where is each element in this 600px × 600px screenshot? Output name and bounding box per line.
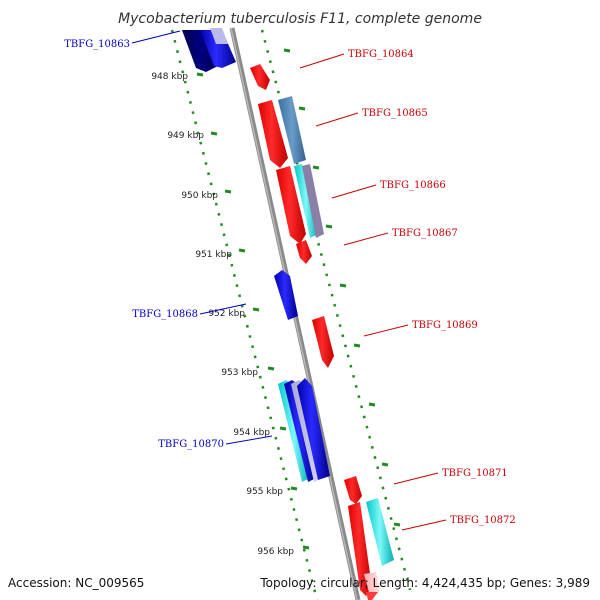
gene-label-tbfg-10868[interactable]: TBFG_10868 — [132, 309, 198, 320]
outer-tick-9 — [393, 522, 401, 527]
outer-tick-4 — [325, 224, 333, 229]
gene-label-tbfg-10872[interactable]: TBFG_10872 — [450, 515, 516, 526]
gene-label-tbfg-10867[interactable]: TBFG_10867 — [392, 228, 458, 239]
scale-label: 955 kbp — [246, 487, 283, 497]
scale-label: 954 kbp — [233, 428, 270, 438]
tick-949 — [210, 131, 218, 136]
tick-955 — [290, 486, 298, 491]
leader-tbfg-10871 — [393, 472, 439, 485]
scale-label: 953 kbp — [221, 368, 258, 378]
scale-label: 952 kbp — [208, 309, 245, 319]
gene-tbfg-10863-b[interactable] — [200, 30, 236, 68]
gene-label-tbfg-10864[interactable]: TBFG_10864 — [348, 49, 414, 60]
scale-label: 951 kbp — [195, 250, 232, 260]
gene-tbfg-10866-a[interactable] — [276, 166, 306, 244]
accession-text: Accession: NC_009565 — [8, 576, 144, 590]
scale-tick-marks — [196, 48, 401, 550]
gene-label-tbfg-10869[interactable]: TBFG_10869 — [412, 320, 478, 331]
leader-tbfg-10864 — [299, 53, 345, 69]
tick-948 — [196, 72, 204, 77]
gene-tbfg-10867[interactable] — [296, 240, 312, 264]
leader-tbfg-10869 — [363, 324, 409, 337]
scale-label: 950 kbp — [181, 191, 218, 201]
gene-tbfg-10870-d[interactable] — [297, 378, 330, 480]
outer-tick-8 — [381, 462, 389, 467]
scale-label: 949 kbp — [167, 131, 204, 141]
gene-label-tbfg-10866[interactable]: TBFG_10866 — [380, 180, 446, 191]
gene-label-tbfg-10870[interactable]: TBFG_10870 — [158, 439, 224, 450]
tick-956 — [302, 545, 310, 550]
gene-tbfg-10865-b[interactable] — [278, 96, 306, 164]
leader-tbfg-10867 — [343, 232, 389, 246]
gene-bottom-fragment[interactable] — [366, 592, 378, 600]
leader-tbfg-10872 — [401, 519, 447, 531]
leader-tbfg-10870 — [225, 435, 273, 445]
outer-tick-3 — [312, 165, 320, 170]
gene-tbfg-10866-c[interactable] — [302, 164, 324, 238]
leader-tbfg-10865 — [315, 112, 359, 127]
leader-tbfg-10866 — [331, 184, 377, 199]
gene-tbfg-10865-a[interactable] — [258, 100, 288, 168]
scale-label: 948 kbp — [151, 72, 188, 82]
gene-label-tbfg-10871[interactable]: TBFG_10871 — [442, 468, 508, 479]
outer-tick-7 — [368, 402, 376, 407]
tick-952 — [252, 307, 260, 312]
gene-tbfg-10869[interactable] — [312, 316, 334, 368]
outer-tick-1 — [283, 48, 291, 53]
gene-tbfg-10868[interactable] — [274, 270, 298, 320]
outer-tick-5 — [339, 283, 347, 288]
tick-951 — [238, 248, 246, 253]
tick-953 — [267, 366, 275, 371]
genome-summary-text: Topology: circular; Length: 4,424,435 bp… — [259, 576, 590, 590]
forward-strand-genes — [250, 64, 394, 600]
outer-tick-6 — [353, 343, 361, 348]
gene-tbfg-10870-b[interactable] — [284, 380, 316, 482]
gene-tbfg-10872-b[interactable] — [366, 498, 394, 566]
gene-label-tbfg-10865[interactable]: TBFG_10865 — [362, 108, 428, 119]
gene-tbfg-10871[interactable] — [344, 476, 362, 504]
scale-label: 956 kbp — [257, 547, 294, 557]
gene-tbfg-10872-a[interactable] — [348, 502, 372, 596]
outer-tick-2 — [298, 106, 306, 111]
map-title: Mycobacterium tuberculosis F11, complete… — [118, 11, 482, 27]
gene-tbfg-10863-highlight — [210, 28, 228, 44]
leader-tbfg-10863 — [131, 30, 181, 44]
gene-tbfg-10863-a[interactable] — [182, 30, 218, 72]
gene-tbfg-10866-b[interactable] — [294, 164, 318, 238]
gene-label-tbfg-10863[interactable]: TBFG_10863 — [64, 39, 130, 50]
leader-tbfg-10868 — [199, 303, 247, 315]
gene-labels: TBFG_10863 TBFG_10864 TBFG_10865 TBFG_10… — [64, 39, 516, 526]
inner-tick-rail — [170, 29, 319, 600]
scale-labels: 948 kbp 949 kbp 950 kbp 951 kbp 952 kbp … — [151, 72, 294, 557]
tick-950 — [224, 189, 232, 194]
gene-pink-fragment[interactable] — [364, 572, 380, 596]
gene-tbfg-10864[interactable] — [250, 64, 270, 90]
label-leaders — [131, 30, 447, 531]
tick-954 — [279, 426, 287, 431]
reverse-strand-genes — [182, 28, 330, 482]
